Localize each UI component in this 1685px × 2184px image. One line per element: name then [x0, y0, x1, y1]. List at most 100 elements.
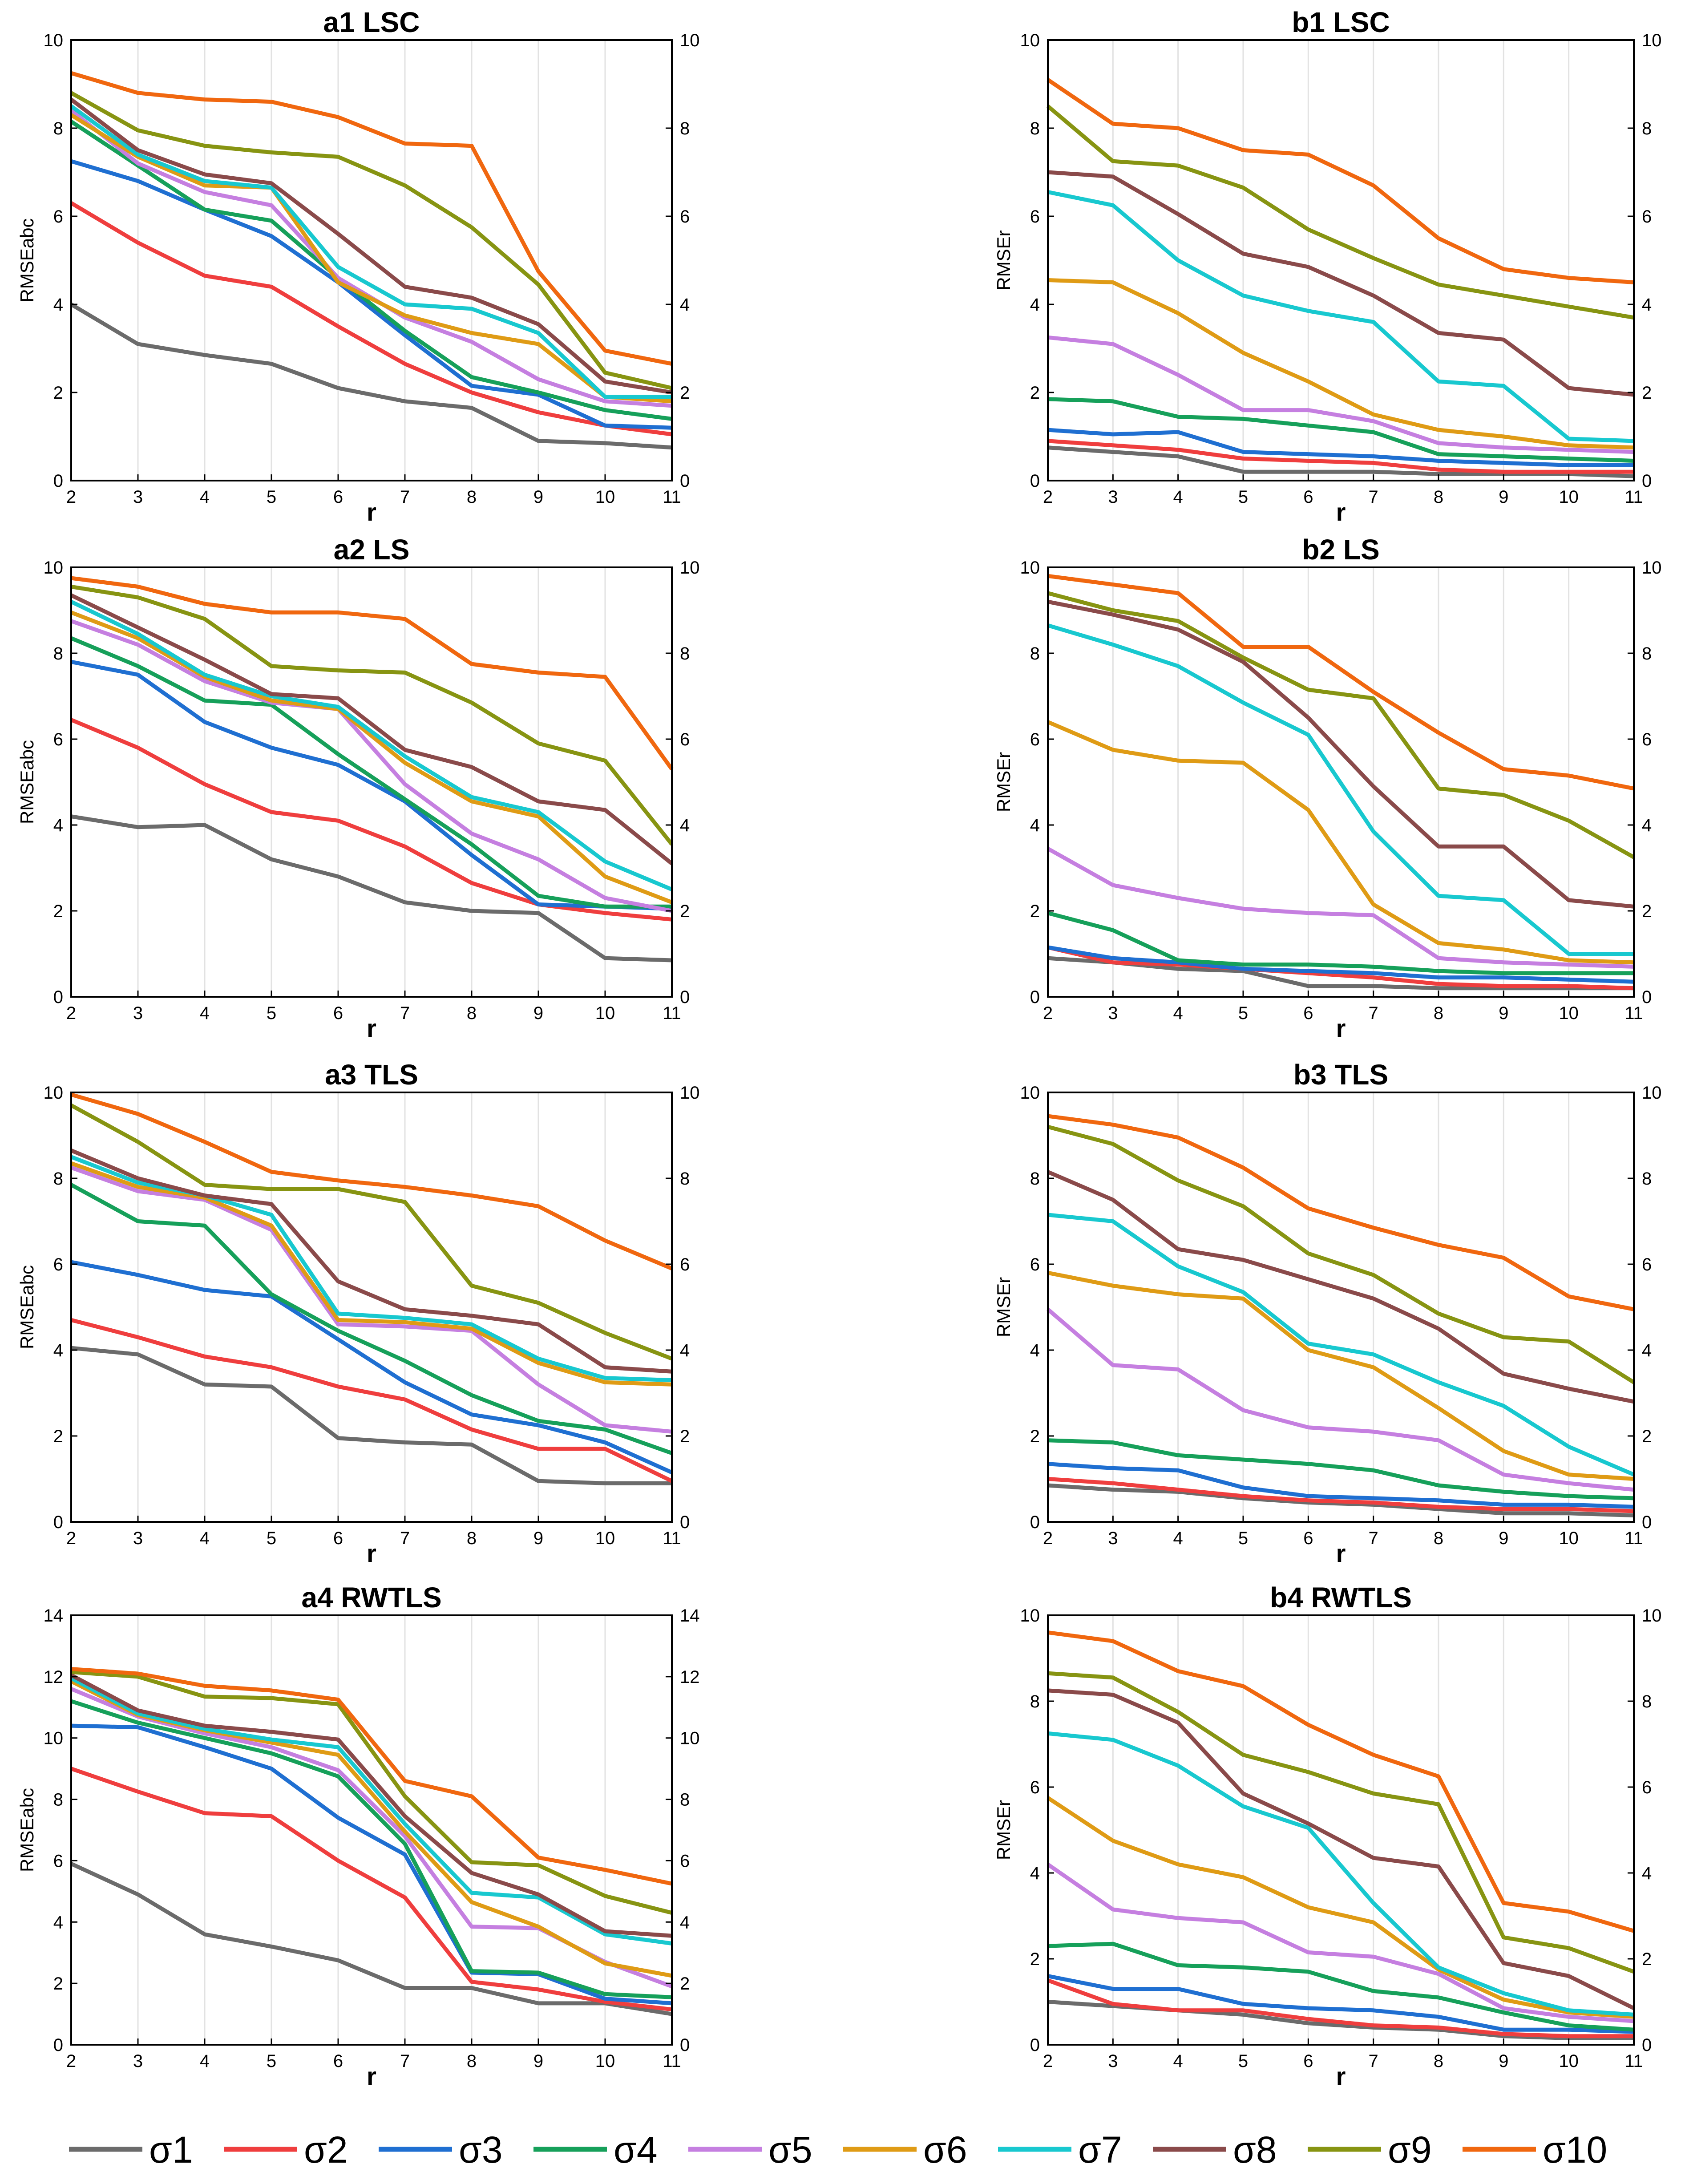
- y-tick-label: 2: [53, 902, 63, 921]
- y-tick-label-right: 2: [1642, 383, 1652, 403]
- y-tick-label: 0: [1030, 1513, 1040, 1532]
- y-tick-label-right: 4: [680, 1341, 690, 1360]
- y-tick-label-right: 10: [1642, 1083, 1662, 1103]
- series-line-b1-s1: [1047, 445, 1634, 478]
- y-axis-label: RMSEr: [993, 230, 1014, 290]
- x-tick-label: 7: [400, 2051, 410, 2071]
- y-tick-label: 4: [1030, 1341, 1040, 1360]
- series-line-b3-s2: [1047, 1477, 1634, 1513]
- x-tick-label: 11: [663, 2051, 681, 2071]
- series-line-b3-s4: [1047, 1438, 1634, 1500]
- y-tick-label-right: 0: [1642, 2035, 1652, 2055]
- y-tick-label-right: 0: [1642, 987, 1652, 1007]
- x-tick-label: 7: [400, 487, 410, 507]
- y-axis-label: RMSEr: [993, 1277, 1014, 1337]
- series-line-a3-s3: [71, 1260, 673, 1475]
- y-tick-label-right: 6: [1642, 1778, 1652, 1797]
- series-line-a1-s8: [70, 98, 672, 395]
- y-tick-label-right: 12: [680, 1667, 700, 1687]
- y-tick-label-right: 4: [680, 1913, 690, 1932]
- series-line-a2-s7: [70, 600, 673, 891]
- x-tick-label: 10: [595, 1003, 615, 1023]
- y-tick-label-right: 8: [1642, 1692, 1652, 1711]
- y-tick-label: 8: [1030, 119, 1040, 138]
- y-tick-label: 0: [53, 987, 63, 1007]
- x-tick-label: 6: [333, 2051, 343, 2071]
- series-line-a1-s9: [70, 91, 673, 390]
- series-line-b4-s3: [1047, 1974, 1634, 2034]
- series-line-a4-s2: [70, 1767, 672, 2012]
- x-tick-label: 8: [467, 487, 477, 507]
- y-tick-label-right: 4: [680, 816, 690, 835]
- x-tick-label: 11: [1624, 1529, 1643, 1548]
- y-tick-label: 4: [1030, 816, 1040, 835]
- plot-frame: [70, 39, 673, 481]
- x-tick-label: 5: [267, 487, 276, 507]
- y-tick-label: 2: [53, 1427, 63, 1446]
- series-line-b3-s8: [1047, 1170, 1634, 1404]
- y-tick-label-right: 0: [1642, 1513, 1652, 1532]
- legend-label: σ5: [768, 2129, 812, 2171]
- series-line-a4-s8: [70, 1673, 672, 1938]
- series-line-a2-s3: [71, 659, 672, 911]
- x-tick-label: 4: [200, 1003, 210, 1023]
- y-tick-label-right: 4: [1642, 1341, 1652, 1360]
- x-tick-label: 3: [1108, 2051, 1118, 2071]
- y-tick-label-right: 8: [1642, 119, 1652, 138]
- legend-label: σ2: [304, 2129, 348, 2171]
- series-line-b4-s5: [1047, 1863, 1634, 2023]
- x-tick-label: 9: [1499, 2051, 1508, 2071]
- x-axis-label: r: [1336, 1014, 1346, 1042]
- legend-label: σ6: [923, 2129, 967, 2171]
- y-tick-label-right: 14: [680, 1606, 700, 1626]
- x-tick-label: 8: [1434, 2051, 1443, 2071]
- series-line-a4-s1: [70, 1862, 672, 2016]
- series-line-a4-s3: [71, 1723, 672, 2006]
- y-tick-label-right: 10: [680, 1729, 700, 1748]
- chart-title: b1 LSC: [1292, 6, 1390, 38]
- x-tick-label: 7: [1369, 1003, 1378, 1023]
- y-tick-label: 10: [44, 558, 64, 578]
- y-tick-label: 6: [53, 1255, 63, 1274]
- y-tick-label-right: 6: [1642, 1255, 1652, 1274]
- series-line-a3-s7: [70, 1155, 672, 1383]
- series-line-a3-s8: [70, 1149, 672, 1374]
- y-tick-label-right: 6: [680, 730, 690, 749]
- chart-title: b3 TLS: [1293, 1059, 1388, 1091]
- series-line-a4-s10: [71, 1667, 672, 1886]
- x-tick-label: 11: [1624, 2051, 1643, 2071]
- series-line-a1-s6: [70, 113, 672, 404]
- x-tick-label: 9: [533, 1003, 543, 1023]
- y-tick-label-right: 4: [1642, 816, 1652, 835]
- y-tick-label: 10: [1020, 1606, 1040, 1626]
- series-line-b4-s2: [1047, 1978, 1634, 2038]
- x-axis-label: r: [367, 1539, 376, 1567]
- x-tick-label: 5: [267, 1529, 276, 1548]
- series-line-b1-s4: [1047, 397, 1634, 463]
- y-axis-label: RMSEabc: [16, 1788, 37, 1872]
- x-tick-label: 2: [1043, 1529, 1053, 1548]
- x-tick-label: 10: [1559, 1003, 1579, 1023]
- series-line-a3-s5: [70, 1165, 672, 1434]
- x-tick-label: 7: [1369, 2051, 1378, 2071]
- y-tick-label: 12: [44, 1667, 64, 1687]
- y-tick-label: 4: [53, 1341, 63, 1360]
- legend: σ1 σ2 σ3 σ4 σ5 σ6 σ7 σ8 σ9 σ10: [69, 2129, 1607, 2171]
- series-line-b1-s9: [1047, 105, 1634, 320]
- y-tick-label: 4: [53, 295, 63, 315]
- series-line-b1-s3: [1047, 428, 1634, 467]
- series-line-a4-s9: [71, 1670, 673, 1915]
- y-tick-label: 8: [1030, 1692, 1040, 1711]
- y-tick-label-right: 10: [1642, 31, 1662, 50]
- y-tick-label-right: 10: [680, 1083, 700, 1103]
- y-tick-label-right: 0: [680, 471, 690, 491]
- series-line-b2-s5: [1047, 847, 1634, 969]
- series-line-a2-s6: [70, 611, 673, 904]
- series-line-b2-s10: [1047, 574, 1634, 791]
- y-axis-label: RMSEabc: [16, 1265, 37, 1349]
- y-tick-label: 0: [53, 1513, 63, 1532]
- series-line-a1-s4: [70, 120, 672, 421]
- series-line-a3-s10: [70, 1092, 673, 1270]
